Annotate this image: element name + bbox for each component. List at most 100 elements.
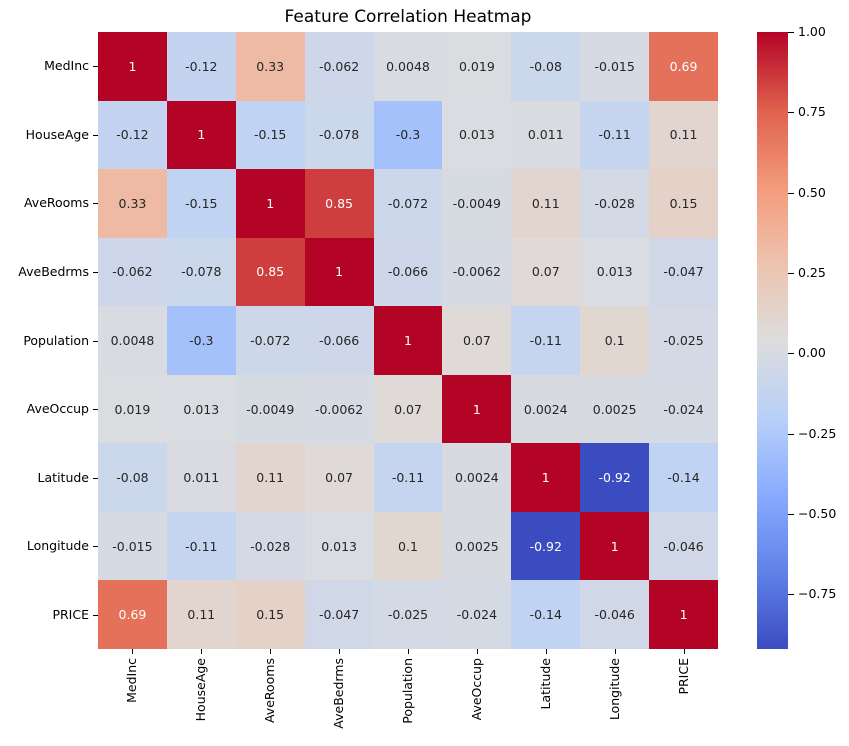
cell-value: -0.3 bbox=[395, 127, 421, 143]
cell-value: 1 bbox=[335, 264, 344, 280]
cell-value: -0.072 bbox=[250, 332, 291, 348]
heatmap-cell: 1 bbox=[511, 443, 581, 512]
cell-value: 0.11 bbox=[669, 127, 698, 143]
cell-value: -0.024 bbox=[663, 401, 704, 417]
heatmap-cell: -0.0062 bbox=[304, 374, 374, 444]
x-tick-mark bbox=[545, 649, 547, 654]
cell-value: -0.025 bbox=[387, 607, 429, 623]
heatmap-cell: -0.046 bbox=[649, 511, 718, 581]
colorbar-tick-label: 0.00 bbox=[798, 345, 826, 361]
cell-value: 0.0024 bbox=[523, 401, 568, 417]
heatmap-cell: 0.33 bbox=[98, 169, 167, 238]
heatmap-cell: 1 bbox=[98, 32, 167, 101]
heatmap-cell: -0.92 bbox=[511, 511, 581, 581]
x-tick-label: AveOccup bbox=[468, 658, 484, 721]
cell-value: 1 bbox=[541, 470, 550, 486]
heatmap-cell: 0.0024 bbox=[442, 443, 512, 512]
heatmap-cell: -0.3 bbox=[166, 306, 236, 375]
y-tick-label: Longitude bbox=[26, 538, 89, 554]
cell-value: 0.0025 bbox=[592, 401, 637, 417]
x-tick-label: PRICE bbox=[675, 658, 691, 695]
heatmap-cell: -0.12 bbox=[98, 100, 167, 170]
y-tick-label: MedInc bbox=[44, 58, 89, 74]
cell-value: 0.019 bbox=[458, 58, 495, 74]
heatmap-cell: 1 bbox=[580, 511, 650, 581]
colorbar-tick-mark bbox=[788, 32, 794, 33]
y-tick-mark bbox=[93, 409, 98, 411]
heatmap-cell: 1 bbox=[166, 100, 236, 170]
x-tick-label: HouseAge bbox=[193, 658, 209, 722]
cell-value: 0.013 bbox=[183, 401, 220, 417]
heatmap-cell: 0.85 bbox=[304, 169, 374, 238]
cell-value: 0.85 bbox=[325, 195, 354, 211]
heatmap-cell: 0.013 bbox=[166, 374, 236, 444]
cell-value: 0.07 bbox=[394, 401, 422, 417]
cell-value: 0.69 bbox=[118, 607, 147, 623]
colorbar-tick-label: 0.75 bbox=[798, 104, 826, 120]
cell-value: -0.92 bbox=[598, 470, 631, 486]
cell-value: 0.0025 bbox=[455, 538, 499, 554]
cell-value: -0.078 bbox=[181, 264, 222, 280]
colorbar-tick-mark bbox=[788, 514, 794, 516]
cell-value: -0.047 bbox=[318, 607, 360, 623]
heatmap-cell: 0.11 bbox=[166, 580, 236, 649]
cell-value: -0.024 bbox=[456, 607, 498, 623]
y-tick-mark bbox=[93, 546, 98, 548]
heatmap-cell: -0.92 bbox=[580, 443, 650, 512]
heatmap-cell: 0.07 bbox=[511, 237, 581, 307]
heatmap-cell: -0.15 bbox=[166, 169, 236, 238]
cell-value: 0.85 bbox=[256, 264, 285, 280]
heatmap-cell: 1 bbox=[235, 169, 305, 238]
cell-value: -0.15 bbox=[254, 127, 287, 143]
cell-value: 0.1 bbox=[398, 538, 418, 554]
heatmap-cell: -0.028 bbox=[580, 169, 650, 238]
heatmap-cell: -0.024 bbox=[442, 580, 512, 649]
cell-value: 0.011 bbox=[183, 470, 220, 486]
heatmap-cell: 0.07 bbox=[373, 374, 443, 444]
cell-value: 0.07 bbox=[531, 264, 560, 280]
colorbar-tick-label: 0.50 bbox=[798, 184, 826, 200]
colorbar-tick-label: 1.00 bbox=[798, 24, 826, 39]
y-tick-label: Latitude bbox=[37, 469, 89, 485]
heatmap-cell: 0.69 bbox=[649, 32, 718, 101]
heatmap-grid: 1 -0.12 0.33 -0.062 0.0048 0.019 -0.08 -0.015 0.… bbox=[98, 32, 718, 649]
cell-value: 0.07 bbox=[462, 332, 491, 348]
heatmap-cell: -0.062 bbox=[98, 237, 167, 307]
colorbar-tick-label: −0.25 bbox=[798, 425, 837, 441]
x-tick-mark bbox=[339, 649, 341, 654]
cell-value: -0.078 bbox=[318, 127, 360, 143]
heatmap-cell: -0.066 bbox=[304, 306, 374, 375]
x-tick-label: Population bbox=[400, 658, 415, 724]
heatmap-cell: 0.11 bbox=[649, 100, 718, 170]
heatmap-cell: -0.15 bbox=[235, 100, 305, 170]
heatmap-cell: -0.0062 bbox=[442, 237, 512, 307]
cell-value: -0.08 bbox=[529, 58, 562, 74]
heatmap-cell: 0.019 bbox=[442, 32, 512, 101]
x-tick-mark bbox=[614, 649, 616, 654]
cell-value: -0.0049 bbox=[246, 401, 295, 417]
cell-value: -0.0062 bbox=[452, 264, 501, 280]
cell-value: 0.013 bbox=[458, 127, 495, 143]
x-tick-label: Latitude bbox=[537, 658, 553, 710]
colorbar-tick-label: −0.75 bbox=[798, 586, 837, 602]
colorbar-tick-label: 0.25 bbox=[798, 265, 826, 281]
cell-value: -0.12 bbox=[185, 58, 218, 74]
cell-value: -0.11 bbox=[529, 332, 562, 348]
heatmap-cell: -0.028 bbox=[235, 511, 305, 581]
heatmap-cell: 0.07 bbox=[304, 443, 374, 512]
cell-value: -0.11 bbox=[391, 470, 425, 486]
cell-value: 0.11 bbox=[531, 195, 560, 211]
heatmap-cell: 0.1 bbox=[373, 511, 443, 581]
heatmap-cell: 0.85 bbox=[235, 237, 305, 307]
x-tick-mark bbox=[201, 649, 203, 654]
y-tick-label: AveOccup bbox=[26, 401, 89, 417]
cell-value: -0.028 bbox=[594, 195, 635, 211]
heatmap-cell: -0.072 bbox=[235, 306, 305, 375]
heatmap-cell: -0.066 bbox=[373, 237, 443, 307]
heatmap-cell: 0.013 bbox=[580, 237, 650, 307]
y-tick-mark bbox=[93, 340, 98, 342]
cell-value: -0.015 bbox=[112, 538, 153, 554]
cell-value: -0.047 bbox=[663, 264, 704, 280]
colorbar-tick-mark bbox=[788, 353, 794, 355]
